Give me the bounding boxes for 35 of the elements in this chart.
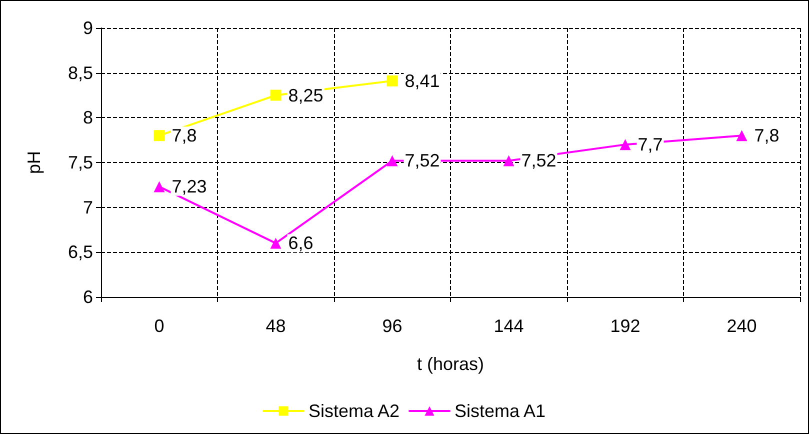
y-tick-label: 6 <box>82 287 93 307</box>
point <box>270 238 282 249</box>
point <box>154 181 165 192</box>
point <box>736 130 748 142</box>
x-tick-label: 192 <box>610 316 640 336</box>
data-label: 8,41 <box>404 70 440 91</box>
point <box>503 155 514 166</box>
point <box>270 90 282 101</box>
x-tick-label: 0 <box>154 316 164 336</box>
y-axis-title: pH <box>24 150 44 174</box>
x-tick-label: 96 <box>382 316 402 336</box>
point <box>620 139 631 150</box>
data-label: 7,7 <box>638 134 663 155</box>
data-label: 7,52 <box>521 150 556 171</box>
data-label: 6,6 <box>288 233 314 254</box>
data-label: 8,25 <box>288 85 324 106</box>
x-axis-title: t (horas) <box>416 354 484 374</box>
x-tick-label: 144 <box>494 316 524 336</box>
data-label: 7,8 <box>754 126 780 146</box>
y-tick-label: 7 <box>82 197 93 218</box>
data-label: 7,52 <box>404 150 440 171</box>
y-tick-label: 6,5 <box>68 242 93 262</box>
y-tick-label: 7,5 <box>68 152 93 172</box>
legend-label: Sistema A2 <box>308 401 400 421</box>
x-tick-label: 240 <box>726 316 757 336</box>
y-tick-label: 9 <box>82 18 93 38</box>
point <box>386 155 398 166</box>
y-tick-label: 8 <box>82 108 93 128</box>
point <box>386 75 398 86</box>
x-tick-label: 48 <box>266 316 286 336</box>
y-tick-label: 8,5 <box>68 62 93 83</box>
data-label: 7,8 <box>172 126 197 146</box>
point <box>154 130 165 142</box>
legend-label: Sistema A1 <box>454 401 546 421</box>
data-label: 7,23 <box>172 176 207 197</box>
